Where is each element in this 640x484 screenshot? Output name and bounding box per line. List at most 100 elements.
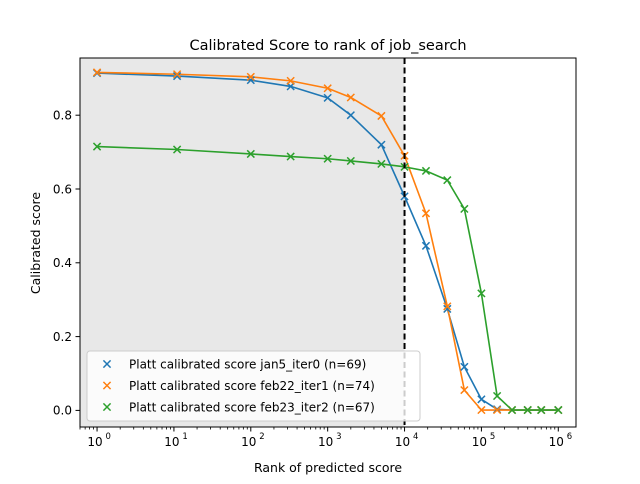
data-point	[346, 111, 355, 120]
data-point	[537, 405, 546, 415]
point-marker-stroke	[92, 68, 102, 77]
data-point	[421, 166, 431, 176]
point-marker-stroke	[323, 154, 332, 163]
x-tick-base: 10	[164, 435, 179, 449]
point-marker-stroke	[443, 176, 452, 185]
point-marker-stroke	[323, 93, 332, 102]
x-tick-base: 10	[87, 435, 102, 449]
point-marker-stroke	[554, 405, 563, 415]
x-tick-base: 10	[549, 435, 564, 449]
point-marker-stroke	[246, 149, 255, 159]
data-point	[477, 405, 486, 415]
x-tick-label: 10 6	[549, 432, 573, 449]
data-point	[421, 241, 431, 250]
y-tick-label: 0.6	[53, 182, 72, 196]
y-tick-label: 0.2	[53, 330, 72, 344]
point-marker-stroke	[421, 209, 431, 218]
point-marker-stroke	[323, 84, 332, 93]
x-tick-base: 10	[241, 435, 256, 449]
y-tick-label: 0.4	[53, 256, 72, 270]
x-tick-base: 10	[318, 435, 333, 449]
x-tick-label: 10 5	[472, 432, 496, 449]
data-point	[172, 145, 182, 154]
x-tick-exponent: 0	[106, 432, 111, 442]
data-point	[421, 209, 431, 218]
x-tick-base: 10	[472, 435, 487, 449]
point-marker-stroke	[477, 405, 486, 415]
data-point	[507, 405, 517, 415]
point-marker-stroke	[421, 241, 431, 250]
point-marker-stroke	[492, 391, 502, 401]
x-tick-label: 10 3	[318, 432, 342, 449]
point-marker-stroke	[346, 156, 355, 166]
point-marker-stroke	[286, 76, 295, 86]
data-point	[246, 76, 255, 85]
x-tick-exponent: 4	[413, 432, 418, 442]
point-marker-stroke	[537, 405, 546, 415]
y-axis-label: Calibrated score	[28, 192, 43, 294]
legend-box	[86, 350, 421, 422]
y-tick-label: 0.0	[53, 404, 72, 418]
x-axis-label: Rank of predicted score	[254, 460, 402, 475]
y-tick-label: 0.8	[53, 108, 72, 122]
x-tick-exponent: 6	[567, 432, 572, 442]
legend-label: Platt calibrated score feb23_iter2 (n=67…	[129, 401, 375, 415]
data-point	[523, 405, 532, 415]
x-tick-base: 10	[395, 435, 410, 449]
legend-marker-stroke	[102, 359, 112, 369]
point-marker-stroke	[507, 405, 517, 415]
point-marker-stroke	[172, 71, 182, 81]
point-marker-stroke	[172, 145, 182, 154]
data-point	[323, 93, 332, 102]
chart-title: Calibrated Score to rank of job_search	[189, 38, 466, 54]
data-point	[92, 68, 102, 77]
data-point	[323, 84, 332, 93]
point-marker-stroke	[246, 72, 255, 81]
point-marker-stroke	[477, 289, 486, 298]
point-marker-stroke	[377, 111, 386, 121]
data-point	[246, 72, 255, 81]
data-point	[460, 385, 469, 395]
point-marker-stroke	[377, 159, 386, 169]
data-point	[323, 154, 332, 163]
plot-area: 10 0 10 1 10 2 10 3 10 4 10 5 10 60.00.20.40.60.8Plat…	[53, 57, 577, 449]
legend-marker-stroke	[102, 381, 112, 390]
data-point	[377, 159, 386, 169]
data-point	[346, 93, 355, 102]
point-marker-stroke	[377, 140, 386, 149]
x-tick-label: 10 0	[87, 432, 111, 449]
legend-marker-stroke	[102, 402, 112, 412]
data-point	[492, 391, 502, 401]
data-point	[443, 176, 452, 185]
point-marker-stroke	[92, 142, 102, 151]
point-marker-stroke	[477, 395, 486, 404]
x-tick-exponent: 3	[336, 432, 341, 442]
data-point	[172, 70, 182, 79]
data-point	[286, 152, 295, 161]
point-marker-stroke	[172, 70, 182, 79]
point-marker-stroke	[246, 76, 255, 85]
point-marker-stroke	[460, 385, 469, 395]
x-tick-label: 10 1	[164, 432, 188, 449]
point-marker-stroke	[443, 304, 452, 314]
data-point	[346, 156, 355, 166]
data-point	[477, 395, 486, 404]
legend: Platt calibrated score jan5_iter0 (n=69)…	[86, 350, 421, 422]
point-marker-stroke	[460, 362, 469, 371]
data-point	[492, 405, 502, 415]
data-point	[443, 304, 452, 314]
legend-marker	[102, 381, 112, 390]
point-marker-stroke	[421, 166, 431, 176]
point-marker-stroke	[286, 152, 295, 161]
legend-label: Platt calibrated score jan5_iter0 (n=69)	[129, 358, 366, 372]
legend-marker	[102, 359, 112, 369]
legend-label: Platt calibrated score feb22_iter1 (n=74…	[129, 379, 375, 393]
point-marker-stroke	[346, 111, 355, 120]
data-point	[92, 142, 102, 151]
data-point	[443, 302, 452, 311]
data-point	[477, 289, 486, 298]
data-point	[554, 405, 563, 415]
data-point	[460, 362, 469, 371]
x-tick-exponent: 1	[182, 432, 187, 442]
